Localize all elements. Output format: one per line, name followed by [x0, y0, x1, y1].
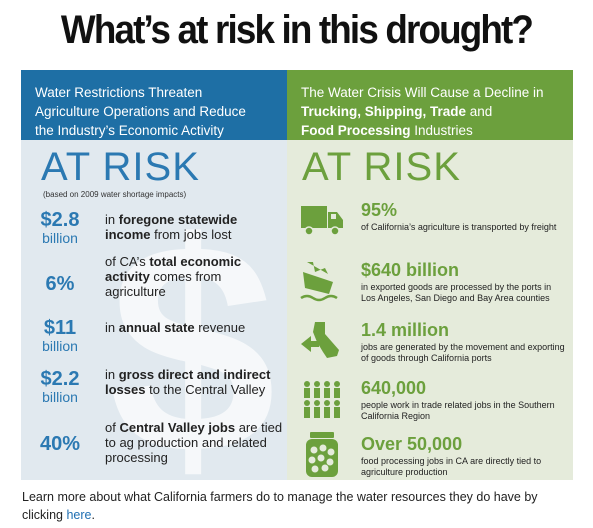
left-panel: Water Restrictions Threaten Agriculture … — [21, 70, 287, 480]
ship-icon — [300, 262, 338, 302]
right-header: The Water Crisis Will Cause a Decline in… — [287, 70, 573, 140]
left-header: Water Restrictions Threaten Agriculture … — [21, 70, 287, 140]
california-map-icon — [301, 322, 339, 358]
page-title: What’s at risk in this drought? — [60, 8, 534, 52]
left-at-risk-heading: AT RISK — [41, 145, 200, 189]
footer-text: Learn more about what California farmers… — [22, 490, 538, 522]
here-link[interactable]: here — [66, 508, 92, 522]
right-at-risk-heading: AT RISK — [302, 145, 461, 189]
truck-icon — [301, 206, 343, 236]
left-basis-note: (based on 2009 water shortage impacts) — [43, 190, 187, 199]
dollar-sign-icon: $ — [109, 180, 276, 480]
right-panel: The Water Crisis Will Cause a Decline in… — [287, 70, 573, 480]
jar-icon — [306, 432, 338, 477]
people-icon — [304, 381, 340, 418]
